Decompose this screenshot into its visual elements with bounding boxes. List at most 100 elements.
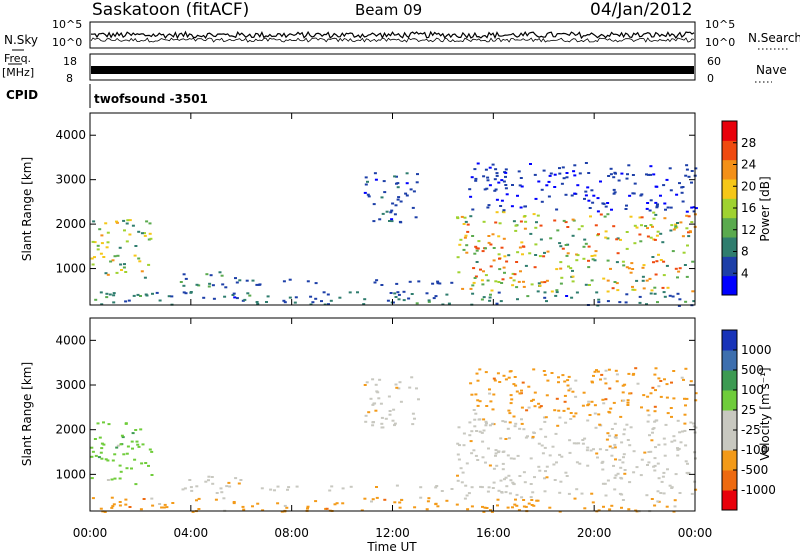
colorbar-tick-label: -25 <box>741 423 761 437</box>
range-cell <box>595 291 599 294</box>
range-cell <box>97 456 101 459</box>
range-cell <box>413 506 417 509</box>
range-cell <box>276 485 280 488</box>
range-cell <box>416 173 419 176</box>
range-cell <box>147 238 151 241</box>
range-cell <box>683 397 686 400</box>
range-cell <box>687 235 691 238</box>
range-cell <box>197 508 201 510</box>
range-cell <box>682 378 685 381</box>
range-cell <box>491 422 495 425</box>
range-cell <box>662 184 666 187</box>
range-cell <box>641 266 645 269</box>
range-cell <box>538 406 542 409</box>
range-cell <box>584 190 588 193</box>
x-tick-label: 00:00 <box>73 526 108 540</box>
range-cell <box>490 510 494 513</box>
range-cell <box>518 475 522 477</box>
range-cell <box>619 238 622 241</box>
range-cell <box>640 406 643 409</box>
range-cell <box>618 458 622 461</box>
range-cell <box>659 194 662 197</box>
range-cell <box>669 229 673 232</box>
range-cell <box>184 277 188 280</box>
range-cell <box>573 174 577 177</box>
range-cell <box>470 176 474 179</box>
range-cell <box>471 292 475 295</box>
range-cell <box>220 274 224 277</box>
range-cell <box>647 461 651 464</box>
range-cell <box>208 282 212 285</box>
range-cell <box>622 264 626 267</box>
range-cell <box>648 434 651 437</box>
range-cell <box>606 432 610 435</box>
colorbar-segment <box>722 121 737 141</box>
colorbar-segment <box>722 159 737 180</box>
range-cell <box>583 507 587 510</box>
range-cell <box>462 248 466 251</box>
range-cell <box>595 452 599 455</box>
range-cell <box>622 453 626 456</box>
range-cell <box>100 447 104 450</box>
velocity-scatter <box>90 367 698 513</box>
range-cell <box>484 168 488 171</box>
range-cell <box>467 492 471 495</box>
range-cell <box>237 482 241 485</box>
range-cell <box>122 453 126 456</box>
range-cell <box>518 184 522 187</box>
range-cell <box>646 409 650 412</box>
range-cell <box>474 393 478 396</box>
range-cell <box>495 302 499 305</box>
range-cell <box>255 283 259 286</box>
range-cell <box>640 224 643 227</box>
range-cell <box>456 479 460 482</box>
range-cell <box>508 412 512 415</box>
range-cell <box>234 277 237 280</box>
range-cell <box>659 492 663 494</box>
range-cell <box>590 279 594 282</box>
range-cell <box>554 432 558 435</box>
range-cell <box>112 294 116 297</box>
range-cell <box>314 500 318 503</box>
range-cell <box>691 260 695 263</box>
range-cell <box>461 471 465 474</box>
range-cell <box>108 293 112 296</box>
range-cell <box>524 505 528 508</box>
range-cell <box>536 290 540 293</box>
range-cell <box>477 240 481 243</box>
range-cell <box>205 273 209 276</box>
range-cell <box>674 267 678 270</box>
range-cell <box>140 270 144 273</box>
range-cell <box>670 440 674 443</box>
colorbar-tick-label: 8 <box>741 245 749 259</box>
range-cell <box>587 403 591 406</box>
range-cell <box>133 458 137 461</box>
range-cell <box>405 172 409 175</box>
range-cell <box>365 381 369 384</box>
range-cell <box>126 445 130 448</box>
range-cell <box>526 295 530 298</box>
range-cell <box>493 178 497 181</box>
range-cell <box>99 291 103 294</box>
range-cell <box>472 267 476 270</box>
range-cell <box>573 164 577 167</box>
range-cell <box>494 452 498 455</box>
range-cell <box>484 461 487 464</box>
range-cell <box>515 261 519 263</box>
range-cell <box>504 187 508 190</box>
range-cell <box>663 295 667 298</box>
range-cell <box>601 468 605 471</box>
range-cell <box>139 508 143 511</box>
range-cell <box>512 483 516 486</box>
range-cell <box>598 448 602 451</box>
range-cell <box>390 209 394 212</box>
range-cell <box>224 286 228 289</box>
range-cell <box>498 268 502 271</box>
range-cell <box>113 255 117 258</box>
range-cell <box>653 410 657 413</box>
range-cell <box>123 229 126 232</box>
range-cell <box>190 489 194 492</box>
colorbar-segment <box>722 140 737 161</box>
x-tick-label: 16:00 <box>476 526 511 540</box>
range-cell <box>128 219 132 222</box>
